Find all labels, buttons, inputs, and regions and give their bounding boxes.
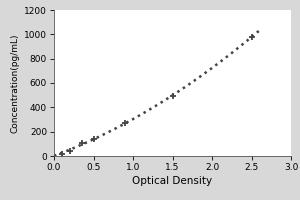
X-axis label: Optical Density: Optical Density [132, 176, 213, 186]
Y-axis label: Concentration(pg/mL): Concentration(pg/mL) [11, 33, 20, 133]
